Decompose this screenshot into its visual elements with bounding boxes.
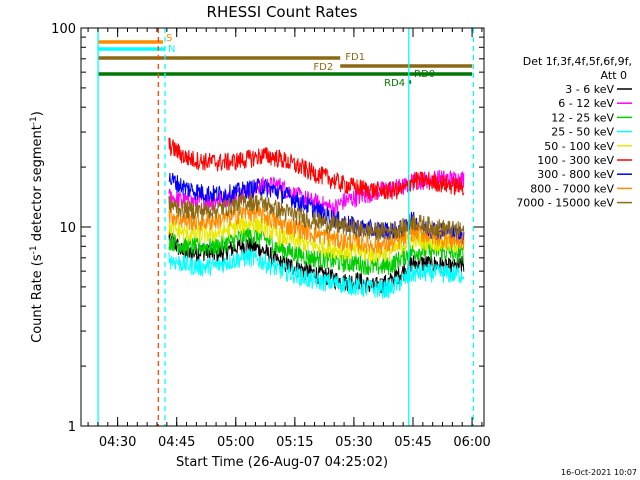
series-layer bbox=[168, 137, 465, 299]
series-line-9 bbox=[168, 193, 465, 242]
legend-label-7: 300 - 800 keV bbox=[537, 168, 614, 181]
legend-label-5: 50 - 100 keV bbox=[544, 140, 614, 153]
legend: Det 1f,3f,4f,5f,6f,9f, Att 0 3 - 6 keV6 … bbox=[516, 55, 632, 210]
x-tick-label: 05:45 bbox=[394, 435, 431, 450]
legend-label-9: 7000 - 15000 keV bbox=[516, 197, 614, 210]
x-tick-label: 06:00 bbox=[453, 435, 490, 450]
y-axis: 1 10 100 bbox=[51, 22, 484, 435]
legend-label-3: 12 - 25 keV bbox=[551, 111, 614, 124]
legend-label-1: 3 - 6 keV bbox=[565, 83, 614, 96]
y-tick-label: 10 bbox=[59, 221, 76, 236]
x-tick-label: 04:30 bbox=[99, 435, 136, 450]
x-tick-label: 04:45 bbox=[158, 435, 195, 450]
vline-layer bbox=[97, 28, 475, 426]
legend-header-line1: Det 1f,3f,4f,5f,6f,9f, bbox=[523, 55, 632, 68]
flag-label-n: N bbox=[168, 44, 175, 55]
x-axis-label: Start Time (26-Aug-07 04:25:02) bbox=[176, 455, 388, 470]
series-line-3 bbox=[168, 226, 465, 276]
series-line-4 bbox=[168, 248, 465, 299]
flag-layer: SN FD1 FD2 RD4 RD0 bbox=[98, 33, 473, 89]
flag-label-s: S bbox=[166, 33, 172, 44]
y-axis-label: Count Rate (s-1 detector segment-1) bbox=[29, 111, 45, 343]
timestamp: 16-Oct-2021 10:07 bbox=[561, 468, 637, 477]
x-tick-label: 05:30 bbox=[335, 435, 372, 450]
flag-label-fd2: FD2 bbox=[313, 62, 333, 73]
series-line-6 bbox=[168, 137, 465, 200]
legend-label-6: 100 - 300 keV bbox=[537, 154, 614, 167]
legend-header-line2: Att 0 bbox=[601, 69, 627, 82]
x-tick-label: 05:00 bbox=[217, 435, 254, 450]
chart-title: RHESSI Count Rates bbox=[207, 3, 358, 21]
x-axis: 04:30 04:45 05:00 05:15 05:30 05:45 06:00 bbox=[87, 28, 491, 450]
flag-label-rd0: RD0 bbox=[414, 69, 435, 80]
flag-label-fd1: FD1 bbox=[345, 52, 365, 63]
y-tick-label: 100 bbox=[51, 22, 76, 37]
legend-label-8: 800 - 7000 keV bbox=[530, 182, 614, 195]
x-tick-label: 05:15 bbox=[276, 435, 313, 450]
legend-label-4: 25 - 50 keV bbox=[551, 126, 614, 139]
flag-label-rd4: RD4 bbox=[384, 78, 405, 89]
y-tick-label: 1 bbox=[68, 420, 76, 435]
legend-label-2: 6 - 12 keV bbox=[558, 97, 614, 110]
